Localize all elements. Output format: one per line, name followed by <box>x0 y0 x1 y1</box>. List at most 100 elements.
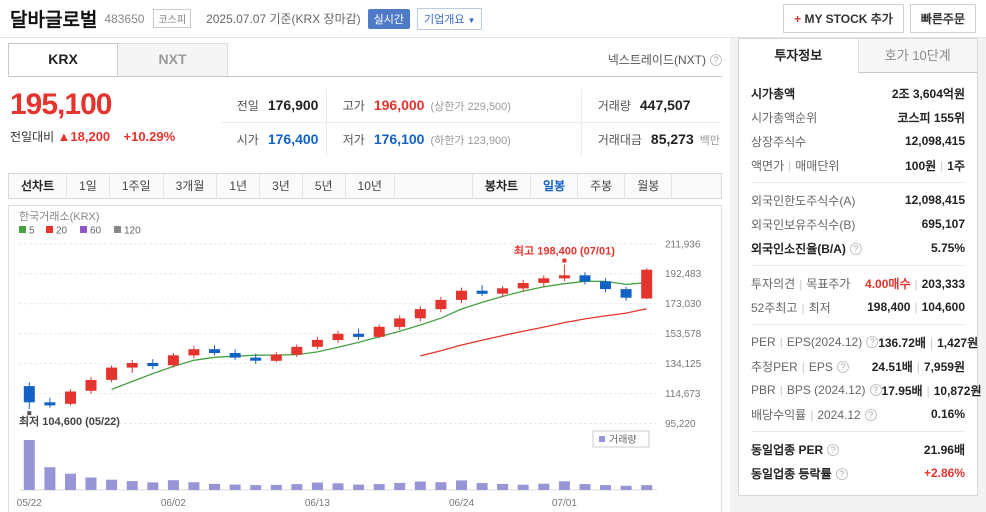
chart-range-button[interactable]: 월봉 <box>624 174 671 198</box>
chart-range-button[interactable]: 주봉 <box>577 174 624 198</box>
chart-range-button[interactable]: 10년 <box>344 174 394 198</box>
chart-range-button[interactable]: 일봉 <box>530 174 577 198</box>
help-icon[interactable]: ? <box>710 54 722 66</box>
change-percent: +10.29% <box>123 128 176 144</box>
svg-text:최저 104,600 (05/22): 최저 104,600 (05/22) <box>19 414 120 428</box>
company-overview-label: 기업개요 <box>424 13 465 26</box>
info-row-label: 상장주식수 <box>751 134 807 149</box>
help-icon[interactable]: ? <box>836 360 849 373</box>
change-value: 18,200 <box>70 128 111 144</box>
price-panel: 195,100 전일대비 ▲18,200 +10.29% 전일 176,900 고가… <box>8 77 722 168</box>
info-row-label: PBR | BPS (2024.12)? <box>751 383 882 397</box>
info-row-label: 배당수익률 | 2024.12? <box>751 406 877 423</box>
main-panel: KRX NXT 넥스트레이드(NXT)? 195,100 전일대비 ▲18,20… <box>0 38 730 512</box>
market-tabs: KRX NXT 넥스트레이드(NXT)? <box>8 43 722 77</box>
info-row: 동일업종 등락률? +2.86% <box>751 461 965 485</box>
current-price-block: 195,100 전일대비 ▲18,200 +10.29% <box>10 89 221 156</box>
info-row: 외국인보유주식수(B) 695,107 <box>751 212 965 236</box>
help-icon[interactable]: ? <box>864 408 877 421</box>
my-stock-add-button[interactable]: + MY STOCK 추가 <box>783 4 904 33</box>
nxt-info-label: 넥스트레이드(NXT) <box>607 53 706 67</box>
info-row-value: 2조 3,604억원 <box>891 86 965 101</box>
svg-text:114,673: 114,673 <box>665 389 701 400</box>
stock-code: 483650 <box>104 11 145 26</box>
toolbar-spacer <box>393 174 472 198</box>
market-badge: 코스피 <box>153 9 192 28</box>
svg-text:06/02: 06/02 <box>161 498 186 509</box>
page-header: 달바글로벌 483650 코스피 2025.07.07 기준(KRX 장마감) … <box>0 0 986 38</box>
info-row-value: 17.95배 | 10,872원 <box>881 383 982 398</box>
tab-nxt[interactable]: NXT <box>118 43 228 76</box>
price-grid: 전일 176,900 고가 196,000 (상한가 229,500) 거래량 447,50… <box>220 89 720 156</box>
quote-date-info: 2025.07.07 기준(KRX 장마감) <box>206 12 361 26</box>
svg-text:거래량: 거래량 <box>609 434 637 446</box>
help-icon[interactable]: ? <box>869 384 882 396</box>
price-cell: 저가 176,100 (하한가 123,900) <box>325 122 581 156</box>
tab-investor-info[interactable]: 투자정보 <box>739 39 858 73</box>
stock-candlestick-chart[interactable]: 95,220 114,673 134,125 153,578 173,030 192,48… <box>9 206 721 512</box>
chart-range-button[interactable]: 1주일 <box>108 174 163 198</box>
price-cell: 시가 176,400 <box>220 122 326 156</box>
info-row-value: 12,098,415 <box>904 193 965 207</box>
info-row-value: 21.96배 <box>923 442 965 457</box>
divider <box>751 182 965 183</box>
chart-range-button[interactable]: 봉차트 <box>471 174 530 198</box>
info-row-value: 5.75% <box>930 241 965 255</box>
help-icon[interactable]: ? <box>835 467 848 480</box>
svg-text:173,030: 173,030 <box>665 299 702 310</box>
info-row-value: 100원 | 1주 <box>905 158 965 173</box>
realtime-badge[interactable]: 실시간 <box>367 8 411 29</box>
info-row: 배당수익률 | 2024.12? 0.16% <box>751 402 965 426</box>
info-row-value: 24.51배 | 7,959원 <box>871 359 965 374</box>
info-row-label: 외국인한도주식수(A) <box>751 193 856 208</box>
svg-text:153,578: 153,578 <box>665 329 702 340</box>
info-row: 외국인한도주식수(A) 12,098,415 <box>751 188 965 212</box>
svg-text:120: 120 <box>124 226 141 237</box>
svg-text:07/01: 07/01 <box>552 498 577 509</box>
info-row-label: 외국인보유주식수(B) <box>751 217 856 232</box>
chart-container: 95,220 114,673 134,125 153,578 173,030 192,48… <box>8 205 722 512</box>
chart-range-button[interactable]: 선차트 <box>21 179 55 193</box>
current-price: 195,100 <box>10 88 112 121</box>
svg-text:20: 20 <box>56 226 68 237</box>
info-row: 시가총액 2조 3,604억원 <box>751 81 965 105</box>
info-row-label: PER | EPS(2024.12)? <box>751 335 879 349</box>
info-row: 상장주식수 12,098,415 <box>751 129 965 153</box>
info-row-value: 695,107 <box>921 217 965 231</box>
info-row-label: 동일업종 등락률? <box>751 465 848 482</box>
info-row-value: 198,400 | 104,600 <box>867 300 965 314</box>
chart-range-button[interactable]: 3년 <box>259 174 302 198</box>
chart-toolbar: 선차트 1일 1주일 3개월 1년 3년 5년 10년 봉차트 일봉 주봉 월봉 <box>8 173 722 199</box>
info-row-label: 동일업종 PER? <box>751 441 840 458</box>
chart-range-button[interactable]: 3개월 <box>162 174 217 198</box>
info-row: 추정PER | EPS? 24.51배 | 7,959원 <box>751 354 965 378</box>
price-cell: 거래량 447,507 <box>580 89 720 122</box>
divider <box>751 431 965 432</box>
help-icon[interactable]: ? <box>849 242 862 255</box>
header-actions: + MY STOCK 추가 빠른주문 <box>783 4 976 33</box>
info-row-label: 추정PER | EPS? <box>751 358 849 375</box>
info-row: 시가총액순위 코스피 155위 <box>751 105 965 129</box>
svg-text:최고 198,400 (07/01): 최고 198,400 (07/01) <box>514 244 615 258</box>
toolbar-filler <box>671 174 721 198</box>
tab-krx[interactable]: KRX <box>8 43 118 76</box>
up-arrow-icon: ▲ <box>57 128 71 144</box>
help-icon[interactable]: ? <box>866 336 879 348</box>
info-row-value: 12,098,415 <box>904 134 965 148</box>
info-row: PER | EPS(2024.12)? 136.72배 | 1,427원 <box>751 330 978 354</box>
svg-text:한국거래소(KRX): 한국거래소(KRX) <box>19 210 100 223</box>
info-row-label: 시가총액 <box>751 86 796 101</box>
info-row: 52주최고 | 최저 198,400 | 104,600 <box>751 295 965 319</box>
quick-order-button[interactable]: 빠른주문 <box>909 4 976 33</box>
chart-range-button[interactable]: 1년 <box>216 174 259 198</box>
svg-text:5: 5 <box>29 226 35 237</box>
tab-order-book[interactable]: 호가 10단계 <box>857 39 978 72</box>
info-row-value: 0.16% <box>930 407 965 421</box>
company-overview-button[interactable]: 기업개요 ▼ <box>417 7 483 30</box>
chart-range-button[interactable]: 5년 <box>301 174 345 198</box>
price-change-row: 전일대비 ▲18,200 +10.29% <box>10 128 221 145</box>
svg-text:95,220: 95,220 <box>665 419 696 430</box>
help-icon[interactable]: ? <box>827 443 840 456</box>
chart-range-button[interactable]: 1일 <box>66 174 109 198</box>
